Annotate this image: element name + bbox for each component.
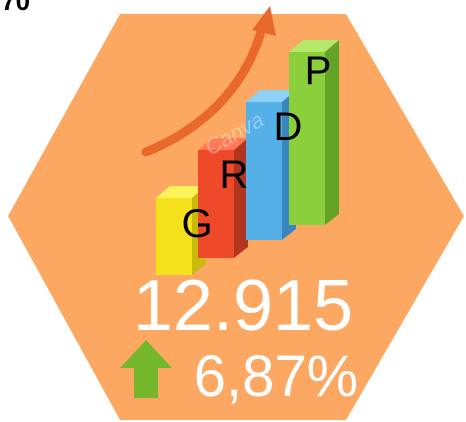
bar-label: R (220, 153, 249, 197)
bar-label: D (274, 105, 303, 149)
page: .70 G R D P Canva 12.915 6,87% (() => { … (0, 0, 466, 422)
bar-label: P (305, 49, 332, 93)
corner-text: .70 (0, 0, 30, 16)
main-value: 12.915 (133, 266, 353, 346)
bar-label: G (181, 202, 212, 246)
infographic: .70 G R D P Canva 12.915 6,87% (0, 0, 466, 422)
change-value: 6,87% (194, 344, 358, 409)
